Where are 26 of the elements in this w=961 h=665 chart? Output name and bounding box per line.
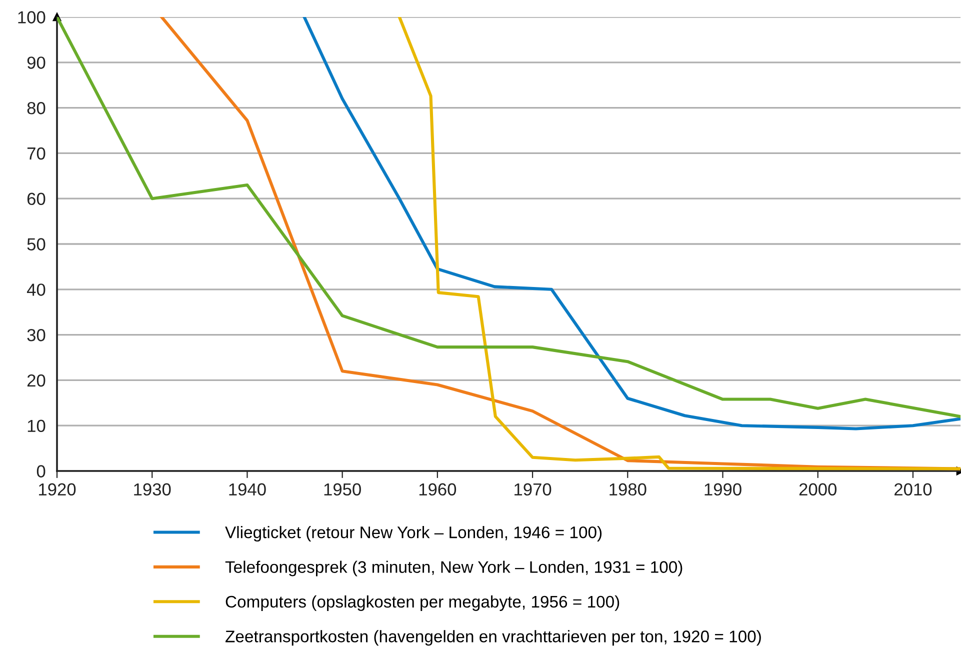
- legend-label: Vliegticket (retour New York – Londen, 1946 = 100): [225, 526, 602, 542]
- line-series: [302, 17, 961, 430]
- y-tick-label: 50: [27, 238, 46, 250]
- x-tick-label: 1920: [39, 483, 76, 496]
- x-tick-label: 1970: [514, 483, 552, 496]
- y-tick-label: 80: [27, 102, 46, 114]
- y-tick-label: 0: [36, 465, 46, 478]
- y-tick-label: 90: [27, 56, 46, 69]
- x-tick-label: 1930: [134, 483, 171, 496]
- legend-label: Computers (opslagkosten per megabyte, 1956 = 100): [226, 595, 620, 611]
- y-tick-label: 60: [27, 192, 46, 206]
- y-tick-label: 30: [27, 328, 46, 342]
- x-tick-label: 1990: [704, 483, 742, 496]
- y-tick-label: 20: [27, 374, 46, 387]
- legend-label: Zeetransportkosten (havengelden en vrachttarieven per ton, 1920 = 100): [226, 630, 761, 646]
- x-tick-label: 1980: [610, 483, 646, 496]
- legend-label: Telefoongesprek (3 minuten, New York – Londen, 1931 = 100): [225, 560, 682, 576]
- x-tick-label: 1960: [419, 483, 456, 496]
- y-tick-label: 40: [26, 284, 46, 296]
- y-tick-label: 100: [18, 11, 46, 24]
- y-tick-label: 70: [27, 147, 46, 160]
- x-tick-label: 2000: [799, 483, 836, 496]
- x-tick-label: 1950: [324, 483, 361, 496]
- y-tick-label: 10: [28, 420, 46, 432]
- x-tick-label: 2010: [894, 483, 932, 496]
- x-tick-label: 1940: [229, 483, 266, 496]
